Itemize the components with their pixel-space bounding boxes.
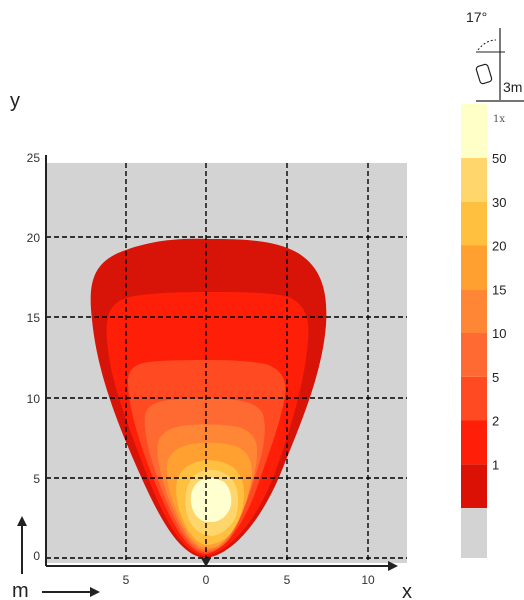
legend-swatch-20 (461, 245, 487, 290)
x-tick-label: 0 (203, 573, 210, 587)
x-axis-arrowhead (388, 561, 398, 571)
y-tick-label: 5 (33, 472, 40, 486)
luminaire-marker-icon (201, 558, 211, 567)
lux-legend: 1x 50 30 20 15 10 5 2 1 (461, 104, 506, 509)
unit-arrow-up-head (17, 516, 27, 526)
legend-swatch-10 (461, 333, 487, 377)
legend-level-label: 15 (492, 282, 506, 297)
legend-level-label: 5 (492, 370, 499, 385)
y-tick-label: 10 (27, 392, 41, 406)
y-tick-label: 15 (27, 311, 41, 325)
y-axis-label: y (10, 90, 20, 112)
y-tick-label: 25 (27, 151, 41, 165)
tilt-arc (477, 39, 497, 51)
legend-swatch-1 (461, 464, 487, 509)
x-tick-label: 5 (284, 573, 291, 587)
legend-swatch-below-zero (461, 508, 487, 558)
legend-swatch-30 (461, 201, 487, 246)
legend-level-label: 2 (492, 414, 499, 429)
x-axis-label: x (402, 581, 412, 600)
contour-peak (190, 478, 232, 522)
legend-swatch-2 (461, 420, 487, 465)
luminaire-icon (475, 63, 493, 85)
legend-swatch-5 (461, 376, 487, 421)
legend-level-label: 50 (492, 151, 506, 166)
grid-lines (46, 163, 407, 563)
mount-height-label: 3m (503, 79, 522, 95)
y-tick-label: 20 (27, 231, 41, 245)
x-tick-label: 10 (361, 573, 375, 587)
x-tick-label: 5 (123, 573, 130, 587)
legend-swatch-50 (461, 158, 487, 202)
legend-level-label: 30 (492, 195, 506, 210)
legend-multiplier-label: 1x (493, 114, 505, 125)
legend-level-label: 20 (492, 239, 506, 254)
legend-swatch-15 (461, 289, 487, 334)
y-tick-label: 0 (33, 549, 40, 563)
unit-label: m (12, 580, 29, 600)
mounting-inset: 17° 3m (466, 9, 524, 102)
legend-level-label: 10 (492, 326, 506, 341)
legend-level-label: 1 (492, 457, 499, 472)
tilt-angle-label: 17° (466, 9, 487, 25)
unit-arrow-right-head (90, 587, 100, 597)
legend-swatch-top (461, 104, 487, 158)
